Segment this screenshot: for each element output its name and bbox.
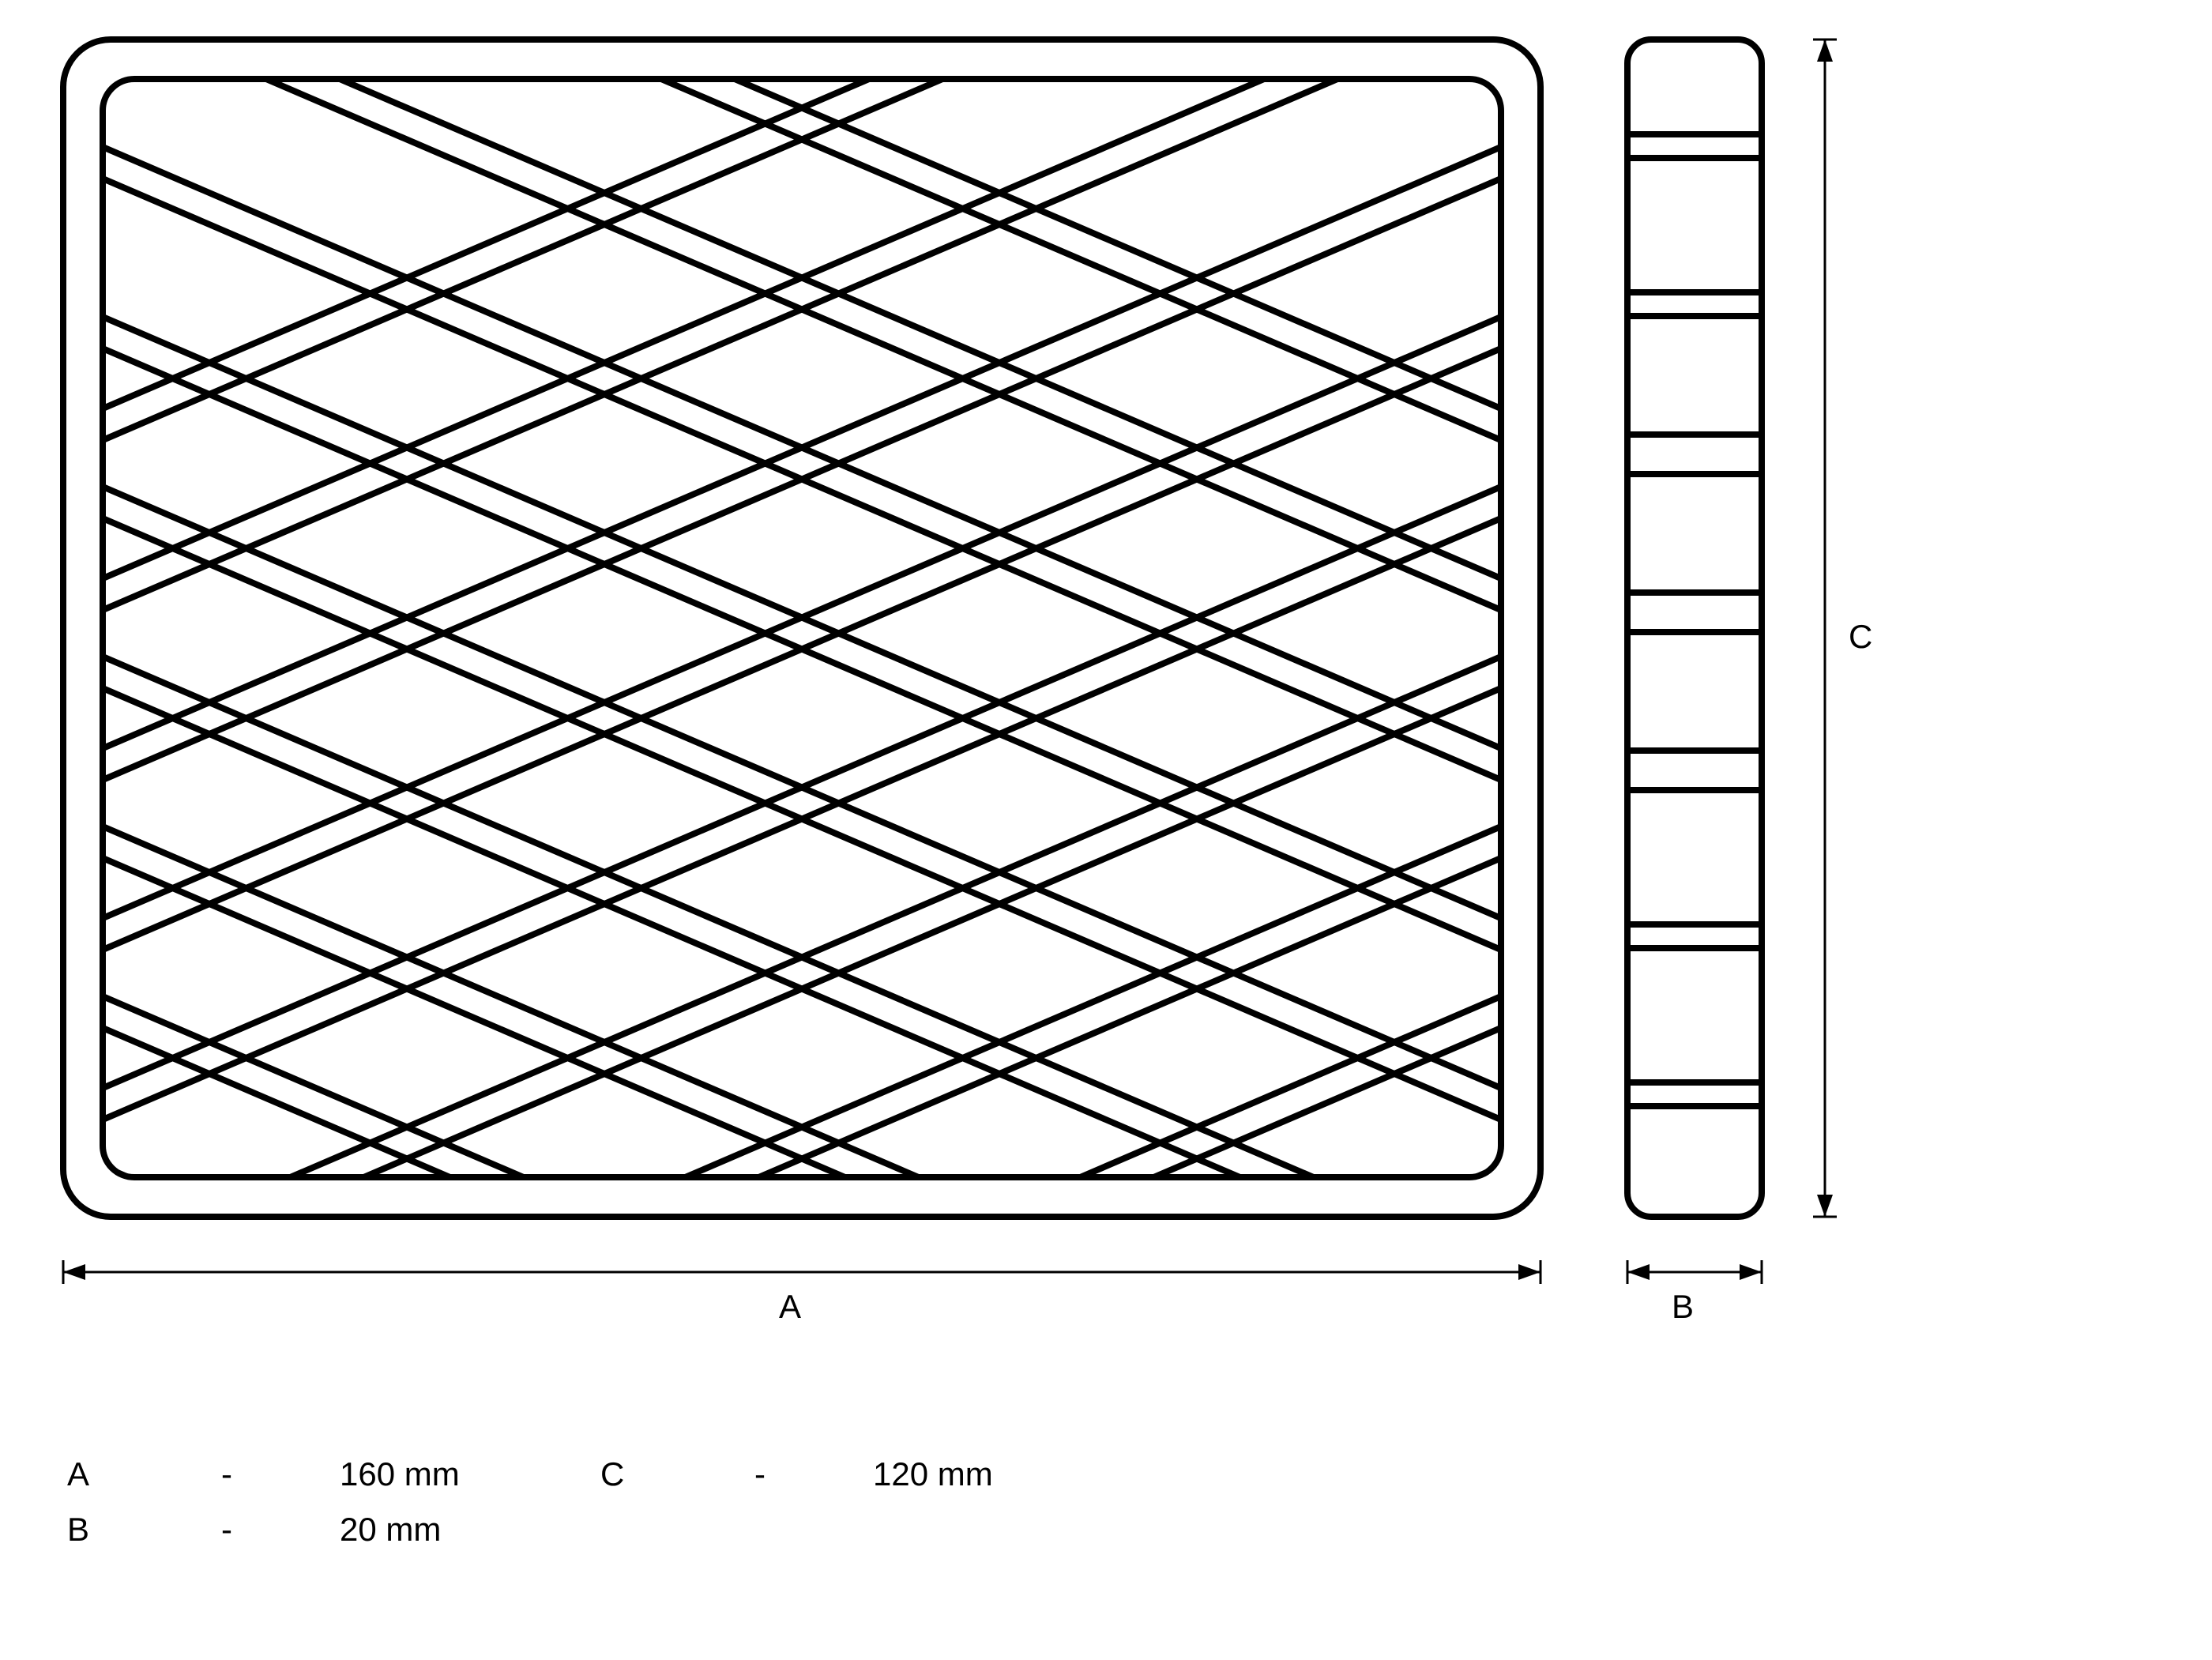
- legend-letter: B: [67, 1511, 89, 1548]
- dimension-b: B: [1627, 1260, 1762, 1325]
- dimension-b-label: B: [1672, 1288, 1694, 1325]
- legend-dash: -: [754, 1455, 766, 1492]
- diamond-lattice: [0, 0, 1659, 1660]
- legend-letter: C: [600, 1455, 624, 1492]
- legend-value: 120 mm: [873, 1455, 993, 1492]
- legend-dash: -: [221, 1511, 232, 1548]
- legend: A - 160 mm C - 120 mm B - 20 mm: [67, 1455, 993, 1548]
- legend-value: 160 mm: [340, 1455, 460, 1492]
- dimension-c: C: [1813, 40, 1872, 1217]
- dimension-a-label: A: [779, 1288, 801, 1325]
- dimension-c-label: C: [1849, 618, 1872, 655]
- dimension-a: A: [63, 1260, 1540, 1325]
- legend-value: 20 mm: [340, 1511, 441, 1548]
- top-inner-rect: [103, 79, 1501, 1177]
- side-view: [1627, 40, 1762, 1217]
- legend-letter: A: [67, 1455, 89, 1492]
- top-view: [0, 0, 1659, 1660]
- side-outer-rect: [1627, 40, 1762, 1217]
- legend-dash: -: [221, 1455, 232, 1492]
